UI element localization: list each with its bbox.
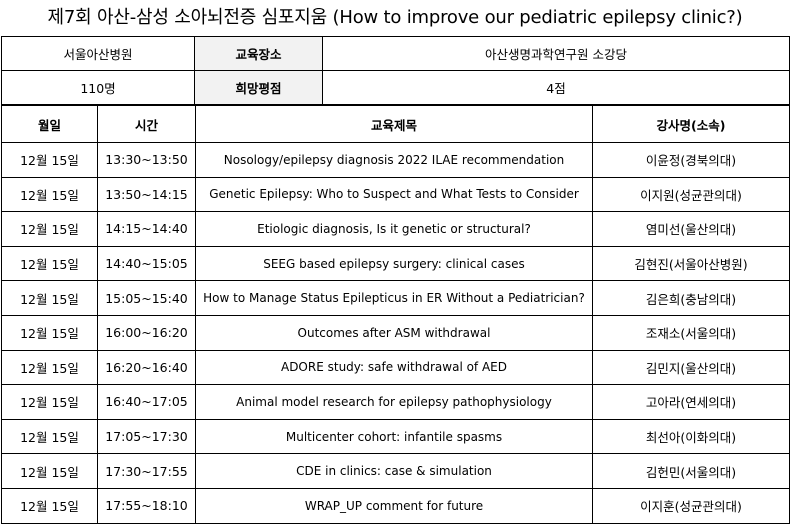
date-cell: 12월 15일 bbox=[1, 314, 98, 351]
venue-label: 교육장소 bbox=[194, 36, 323, 71]
table-row: 12월 15일 14:40~15:05 SEEG based epilepsy … bbox=[1, 245, 790, 282]
topic-cell: Multicenter cohort: infantile spasms bbox=[195, 418, 593, 455]
table-row: 12월 15일 17:30~17:55 CDE in clinics: case… bbox=[1, 453, 790, 489]
table-row: 12월 15일 17:55~18:10 WRAP_UP comment for … bbox=[1, 487, 790, 524]
table-row: 12월 15일 16:00~16:20 Outcomes after ASM w… bbox=[1, 314, 790, 351]
time-cell: 14:40~15:05 bbox=[97, 245, 196, 282]
speaker-cell: 이지훈(성균관의대) bbox=[592, 487, 790, 524]
host-cell: 서울아산병원 bbox=[1, 36, 195, 71]
topic-cell: Outcomes after ASM withdrawal bbox=[195, 314, 593, 351]
schedule-table: 월일 시간 교육제목 강사명(소속) 12월 15일 13:30~13:50 N… bbox=[1, 105, 790, 524]
topic-cell: WRAP_UP comment for future bbox=[195, 487, 593, 524]
date-cell: 12월 15일 bbox=[1, 384, 98, 420]
date-cell: 12월 15일 bbox=[1, 211, 98, 247]
date-cell: 12월 15일 bbox=[1, 245, 98, 282]
table-row: 12월 15일 16:20~16:40 ADORE study: safe wi… bbox=[1, 349, 790, 386]
table-row: 12월 15일 17:05~17:30 Multicenter cohort: … bbox=[1, 418, 790, 455]
speaker-cell: 김헌민(서울의대) bbox=[592, 453, 790, 489]
date-cell: 12월 15일 bbox=[1, 453, 98, 489]
info-row-venue: 서울아산병원 교육장소 아산생명과학연구원 소강당 bbox=[1, 36, 790, 71]
header-topic: 교육제목 bbox=[195, 105, 593, 143]
topic-cell: Etiologic diagnosis, Is it genetic or st… bbox=[195, 211, 593, 247]
topic-cell: Nosology/epilepsy diagnosis 2022 ILAE re… bbox=[195, 142, 593, 178]
topic-cell: SEEG based epilepsy surgery: clinical ca… bbox=[195, 245, 593, 282]
speaker-cell: 조재소(서울의대) bbox=[592, 314, 790, 351]
time-cell: 17:55~18:10 bbox=[97, 487, 196, 524]
time-cell: 13:50~14:15 bbox=[97, 176, 196, 213]
speaker-cell: 이지원(성균관의대) bbox=[592, 176, 790, 213]
speaker-cell: 고아라(연세의대) bbox=[592, 384, 790, 420]
topic-cell: How to Manage Status Epilepticus in ER W… bbox=[195, 280, 593, 316]
venue-value: 아산생명과학연구원 소강당 bbox=[322, 36, 790, 71]
date-cell: 12월 15일 bbox=[1, 280, 98, 316]
date-cell: 12월 15일 bbox=[1, 418, 98, 455]
speaker-cell: 김현진(서울아산병원) bbox=[592, 245, 790, 282]
schedule-header-row: 월일 시간 교육제목 강사명(소속) bbox=[1, 105, 790, 143]
date-cell: 12월 15일 bbox=[1, 142, 98, 178]
speaker-cell: 최선아(이화의대) bbox=[592, 418, 790, 455]
date-cell: 12월 15일 bbox=[1, 487, 98, 524]
date-cell: 12월 15일 bbox=[1, 176, 98, 213]
topic-cell: Genetic Epilepsy: Who to Suspect and Wha… bbox=[195, 176, 593, 213]
info-table: 서울아산병원 교육장소 아산생명과학연구원 소강당 110명 희망평점 4점 bbox=[1, 36, 790, 105]
topic-cell: ADORE study: safe withdrawal of AED bbox=[195, 349, 593, 386]
table-row: 12월 15일 16:40~17:05 Animal model researc… bbox=[1, 384, 790, 420]
time-cell: 13:30~13:50 bbox=[97, 142, 196, 178]
time-cell: 14:15~14:40 bbox=[97, 211, 196, 247]
header-speaker: 강사명(소속) bbox=[592, 105, 790, 143]
rating-label: 희망평점 bbox=[194, 70, 323, 105]
table-row: 12월 15일 13:30~13:50 Nosology/epilepsy di… bbox=[1, 142, 790, 178]
time-cell: 17:05~17:30 bbox=[97, 418, 196, 455]
speaker-cell: 김은희(충남의대) bbox=[592, 280, 790, 316]
speaker-cell: 김민지(울산의대) bbox=[592, 349, 790, 386]
table-row: 12월 15일 13:50~14:15 Genetic Epilepsy: Wh… bbox=[1, 176, 790, 213]
rating-value: 4점 bbox=[322, 70, 790, 105]
time-cell: 16:40~17:05 bbox=[97, 384, 196, 420]
page-title: 제7회 아산-삼성 소아뇌전증 심포지움 (How to improve our… bbox=[47, 7, 743, 28]
topic-cell: CDE in clinics: case & simulation bbox=[195, 453, 593, 489]
time-cell: 16:20~16:40 bbox=[97, 349, 196, 386]
date-cell: 12월 15일 bbox=[1, 349, 98, 386]
speaker-cell: 염미선(울산의대) bbox=[592, 211, 790, 247]
topic-cell: Animal model research for epilepsy patho… bbox=[195, 384, 593, 420]
info-row-rating: 110명 희망평점 4점 bbox=[1, 70, 790, 105]
header-date: 월일 bbox=[1, 105, 98, 143]
attendees-cell: 110명 bbox=[1, 70, 195, 105]
table-row: 12월 15일 14:15~14:40 Etiologic diagnosis,… bbox=[1, 211, 790, 247]
table-row: 12월 15일 15:05~15:40 How to Manage Status… bbox=[1, 280, 790, 316]
speaker-cell: 이윤정(경북의대) bbox=[592, 142, 790, 178]
time-cell: 17:30~17:55 bbox=[97, 453, 196, 489]
header-time: 시간 bbox=[97, 105, 196, 143]
time-cell: 16:00~16:20 bbox=[97, 314, 196, 351]
time-cell: 15:05~15:40 bbox=[97, 280, 196, 316]
